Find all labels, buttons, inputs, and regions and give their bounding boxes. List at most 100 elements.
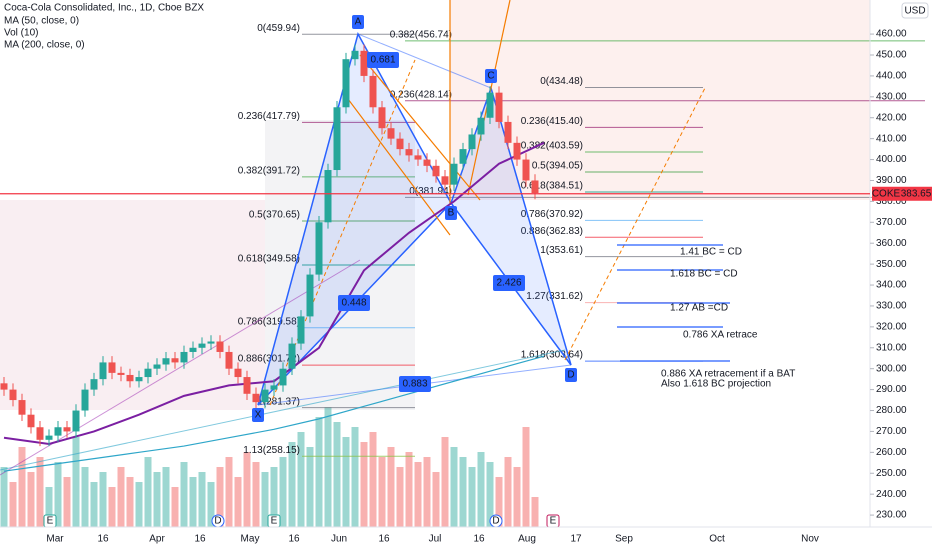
- volume-bar: [252, 462, 260, 527]
- candle: [513, 142, 521, 160]
- candle: [324, 170, 332, 223]
- currency-box[interactable]: [901, 2, 929, 19]
- channel-line: [359, 54, 481, 201]
- ratio-badge: [338, 295, 370, 311]
- volume-bar: [495, 477, 503, 527]
- plot: 0(459.94) 0.236(417.79) 0.382(391.72) 0.5(3…: [0, 0, 925, 528]
- y-tick-label: 360.00: [876, 238, 907, 249]
- point-label: D: [567, 370, 574, 381]
- x-tick-label: 16: [473, 534, 485, 545]
- candle: [441, 176, 449, 185]
- volume-bar: [396, 467, 404, 527]
- candle: [315, 222, 323, 275]
- x-tick-label: Aug: [518, 534, 536, 545]
- candle: [495, 92, 503, 122]
- y-tick-label: 320.00: [876, 322, 907, 333]
- volume-bar: [189, 477, 197, 527]
- y-tick-label: 410.00: [876, 133, 907, 144]
- volume-bar: [333, 422, 341, 527]
- fib-label: 0.786(319.58): [238, 316, 300, 327]
- volume-bar: [459, 457, 467, 527]
- candle: [270, 385, 278, 390]
- fib-label: 1(353.61): [540, 245, 583, 256]
- x-tick-label: Mar: [46, 534, 64, 545]
- event-label: E: [271, 516, 278, 527]
- fib-label: 0.236(417.79): [238, 111, 300, 122]
- volume-bar: [414, 462, 422, 527]
- y-tick-label: 450.00: [876, 50, 907, 61]
- volume-bar: [135, 482, 143, 527]
- x-tick-label: 16: [378, 534, 390, 545]
- fib-label: 1.618(303.64): [521, 350, 583, 361]
- candle: [333, 107, 341, 171]
- x-tick-label: Oct: [709, 534, 725, 545]
- fib-label: 0.382(391.72): [238, 166, 300, 177]
- dashed-ray: [564, 87, 706, 361]
- volume-bar: [72, 437, 80, 527]
- fib-label: 0(434.48): [540, 76, 583, 87]
- y-tick-label: 280.00: [876, 405, 907, 416]
- y-tick-label: 240.00: [876, 489, 907, 500]
- candle: [234, 368, 242, 378]
- volume-bar: [108, 487, 116, 527]
- fib-label: 1.27(331.62): [526, 291, 583, 302]
- channel-line: [344, 94, 451, 236]
- candle: [225, 351, 233, 369]
- candle: [459, 149, 467, 164]
- ratio-label: 0.883: [402, 379, 427, 390]
- volume-bar: [162, 467, 170, 527]
- volume-bar: [126, 477, 134, 527]
- candle: [369, 75, 377, 108]
- candle: [252, 393, 260, 403]
- candle: [288, 343, 296, 369]
- x-tick-label: Nov: [801, 534, 819, 545]
- candle: [0, 383, 8, 390]
- volume-bar: [522, 427, 530, 527]
- candle: [432, 165, 440, 177]
- volume-bar: [225, 457, 233, 527]
- x-tick-label: 16: [194, 534, 206, 545]
- symbol-tag: [872, 186, 900, 201]
- y-tick-label: 250.00: [876, 468, 907, 479]
- candle: [216, 341, 224, 352]
- fib-label: 0.886(362.83): [521, 226, 583, 237]
- volume-bar: [81, 467, 89, 527]
- indicator[interactable]: MA (200, close, 0): [4, 40, 85, 51]
- y-tick-label: 440.00: [876, 71, 907, 82]
- volume-bar: [360, 442, 368, 527]
- candle: [414, 155, 422, 160]
- volume-bar: [198, 472, 206, 527]
- indicator[interactable]: MA (50, close, 0): [4, 16, 79, 27]
- fib-label: 0.236(428.14): [390, 89, 452, 100]
- volume-bar: [117, 467, 125, 527]
- candle: [486, 92, 494, 118]
- candle: [99, 362, 107, 380]
- volume-bar: [36, 457, 44, 527]
- volume-bar: [171, 487, 179, 527]
- indicator[interactable]: Vol (10): [4, 28, 38, 39]
- pattern-diag: [357, 33, 492, 89]
- candle: [378, 107, 386, 129]
- volume-bar: [342, 437, 350, 527]
- volume-bar: [54, 462, 62, 527]
- x-tick-label: Sep: [615, 534, 633, 545]
- volume-bar: [270, 467, 278, 527]
- y-tick-label: 290.00: [876, 384, 907, 395]
- candle: [81, 389, 89, 411]
- volume-bar: [378, 457, 386, 527]
- y-tick-label: 400.00: [876, 154, 907, 165]
- price-label: 383.65: [901, 188, 932, 199]
- candle: [126, 374, 134, 382]
- candle: [153, 364, 161, 369]
- dashed-ray: [269, 59, 416, 406]
- candle: [342, 59, 350, 108]
- volume-bar: [306, 447, 314, 527]
- volume-bar: [369, 432, 377, 527]
- event-label: D: [214, 516, 221, 527]
- point-label: B: [448, 208, 455, 219]
- trend-line: [0, 349, 566, 471]
- candle: [180, 351, 188, 363]
- fib-label: 0.886(301.72): [238, 354, 300, 365]
- point-badge: [252, 408, 264, 422]
